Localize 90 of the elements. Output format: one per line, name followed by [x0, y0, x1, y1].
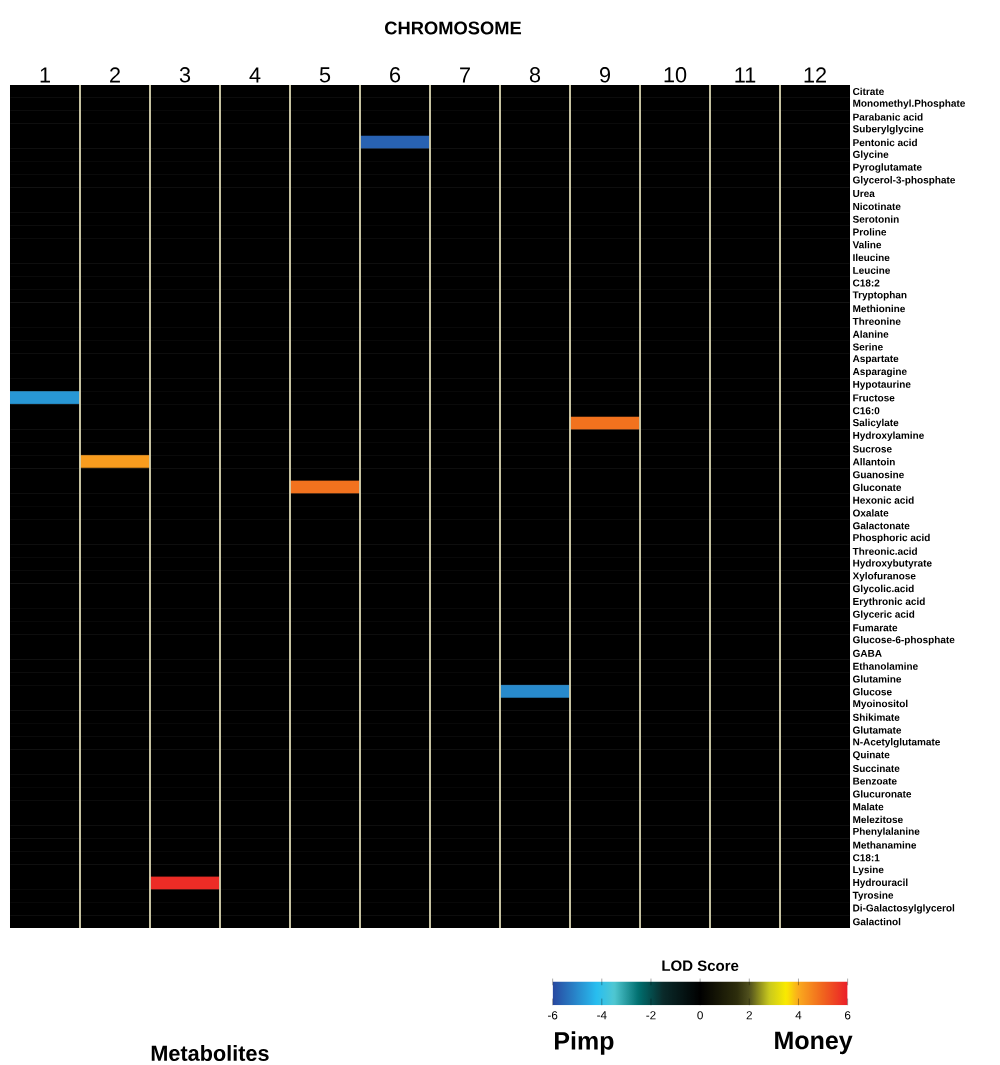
- y-tick-label: GABA: [852, 649, 882, 657]
- y-tick-label: Asparagine: [852, 367, 907, 378]
- y-tick-label: Suberylglycine: [852, 125, 924, 135]
- y-tick-label: Ethanolamine: [853, 662, 918, 670]
- y-tick-label: Tryptophan: [852, 291, 907, 301]
- y-tick-label: Monomethyl.Phosphate: [853, 99, 966, 109]
- x-tick-label: 1: [40, 67, 50, 83]
- y-tick-label: Salicylate: [852, 418, 899, 429]
- y-tick-label: Threonine: [852, 317, 901, 325]
- color-bar-label: 4: [795, 1011, 802, 1020]
- text: Pimp: [555, 1031, 614, 1055]
- color-bar-label: -2: [646, 1011, 656, 1020]
- y-tick-label: Hexonic acid: [853, 496, 914, 504]
- y-tick-label: Myoinositol: [853, 699, 908, 710]
- x-tick-label: 3: [179, 67, 191, 83]
- y-tick-label: Hydroxylamine: [853, 431, 924, 441]
- y-tick-label: Hydrouracil: [853, 878, 908, 888]
- y-tick-label: Galactinol: [852, 917, 901, 926]
- y-tick-label: Phosphoric acid: [853, 533, 930, 544]
- text: Metabolites: [151, 1045, 269, 1061]
- y-tick-label: Methionine: [853, 304, 906, 313]
- y-tick-label: Benzoate: [853, 777, 897, 785]
- y-tick-label: Parabanic acid: [853, 113, 923, 121]
- y-tick-label: Valine: [852, 240, 882, 249]
- y-tick-label: N-Acetylglutamate: [853, 738, 941, 748]
- y-tick-label: Fructose: [853, 394, 895, 402]
- y-tick-label: Glucuronate: [852, 790, 912, 798]
- y-tick-label: Guanosine: [852, 470, 904, 479]
- x-tick-label: 8: [529, 67, 541, 83]
- color-bar-label: 6: [844, 1011, 851, 1020]
- y-tick-label: Gluconate: [852, 483, 902, 492]
- y-tick-label: Fumarate: [853, 624, 898, 632]
- y-tick-label: Lysine: [853, 865, 884, 876]
- text: Money: [775, 1031, 853, 1055]
- y-tick-label: Hypotaurine: [853, 380, 911, 390]
- x-tick-label: 10: [664, 67, 687, 83]
- y-tick-label: Glutamate: [852, 726, 902, 734]
- y-tick-label: Leucine: [853, 266, 891, 274]
- y-tick-label: C16:0: [852, 407, 880, 415]
- x-tick-label: 2: [110, 67, 120, 83]
- y-tick-label: Erythronic acid: [853, 597, 925, 607]
- y-tick-label: Succinate: [852, 764, 900, 773]
- y-tick-label: Pyroglutamate: [853, 163, 922, 173]
- y-tick-label: Threonic.acid: [852, 547, 917, 555]
- y-tick-label: Glycine: [852, 150, 889, 160]
- x-tick-label: 12: [804, 67, 826, 83]
- y-tick-label: Citrate: [852, 87, 884, 96]
- color-bar-label: 2: [746, 1011, 752, 1020]
- y-tick-label: Melezitose: [853, 815, 903, 824]
- y-tick-label: Nicotinate: [853, 202, 901, 211]
- x-tick-label: 11: [735, 67, 756, 83]
- color-bar-label: 0: [697, 1011, 703, 1020]
- chart-title: CHROMOSOME: [385, 21, 522, 35]
- y-tick-label: Allantoin: [852, 458, 895, 466]
- y-tick-label: Glutamine: [852, 675, 902, 683]
- x-tick-label: 4: [249, 67, 261, 83]
- y-tick-label: Glucose-6-phosphate: [852, 635, 955, 646]
- y-tick-label: Quinate: [852, 750, 890, 761]
- y-tick-label: Sucrose: [852, 445, 892, 453]
- y-tick-label: Alanine: [852, 330, 889, 338]
- y-tick-label: Serotonin: [852, 215, 899, 223]
- y-tick-label: Glycerol-3-phosphate: [852, 176, 956, 186]
- y-tick-label: Galactonate: [852, 521, 910, 530]
- color-bar-label: -6: [547, 1011, 558, 1020]
- y-tick-label: Serine: [852, 343, 883, 351]
- y-tick-label: Hydroxybutyrate: [853, 559, 932, 569]
- y-tick-label: Urea: [853, 190, 875, 198]
- y-tick-label: Shikimate: [852, 713, 900, 721]
- color-bar-title: LOD Score: [662, 960, 739, 972]
- x-tick-label: 7: [460, 67, 470, 83]
- y-tick-label: Ileucine: [853, 253, 890, 262]
- y-tick-label: Glucose: [852, 688, 892, 696]
- y-tick-label: Di-Galactosylglycerol: [853, 904, 955, 914]
- x-tick-label: 5: [319, 67, 331, 83]
- y-tick-label: Malate: [853, 802, 884, 811]
- x-tick-label: 9: [600, 67, 611, 83]
- y-tick-label: Methanamine: [853, 841, 917, 849]
- y-tick-label: Oxalate: [852, 509, 889, 517]
- y-tick-label: Aspartate: [852, 355, 899, 365]
- y-tick-label: C18:1: [852, 854, 880, 862]
- y-tick-label: Pentonic acid: [853, 138, 917, 147]
- y-tick-label: Tyrosine: [852, 891, 894, 901]
- y-tick-label: C18:2: [852, 279, 880, 287]
- y-tick-label: Xylofuranose: [852, 572, 916, 582]
- y-tick-label: Phenylalanine: [853, 827, 920, 837]
- y-tick-label: Glycolic.acid: [852, 584, 914, 595]
- x-tick-label: 6: [390, 67, 401, 83]
- y-tick-label: Glyceric acid: [852, 610, 915, 620]
- y-tick-label: Proline: [853, 228, 887, 236]
- color-bar-label: -4: [597, 1011, 607, 1020]
